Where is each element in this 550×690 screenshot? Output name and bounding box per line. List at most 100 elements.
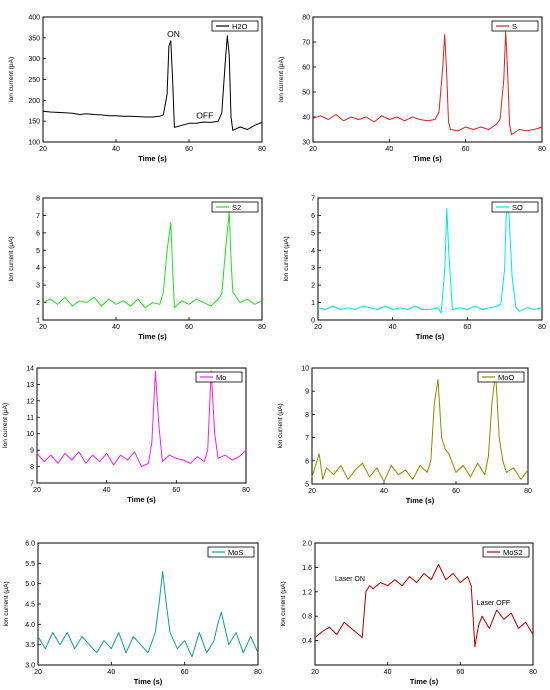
legend-label: H2O	[232, 22, 248, 31]
y-tick-label: 7	[36, 213, 40, 220]
y-tick-label: 3	[311, 265, 315, 272]
x-tick-label: 40	[112, 324, 120, 331]
y-axis-label: Ion current (μA)	[280, 581, 287, 626]
x-tick-label: 40	[389, 324, 397, 331]
annotation-label: OFF	[196, 110, 213, 120]
legend-label: S	[512, 22, 517, 31]
legend-box	[482, 546, 530, 558]
x-tick-label: 20	[39, 324, 47, 331]
legend-box	[477, 371, 525, 383]
y-tick-label: 7	[30, 481, 34, 488]
y-tick-label: 3.0	[25, 663, 35, 670]
x-tick-label: 40	[112, 146, 120, 153]
chart-panel-s: 30 40 50 60 70 80 20 40 60 80 Time (s) Ion current …	[278, 15, 546, 164]
y-tick-label: 350	[28, 35, 40, 42]
x-axis-label: Time (s)	[127, 495, 156, 504]
x-axis-label: Time (s)	[413, 154, 442, 163]
y-tick-label: 1	[36, 318, 40, 325]
legend-label: Mo	[216, 373, 226, 382]
y-tick-label: 4.5	[25, 602, 35, 609]
x-tick-label: 60	[462, 146, 470, 153]
y-tick-label: 3.5	[25, 642, 35, 649]
y-tick-label: 4	[36, 265, 40, 272]
x-tick-label: 20	[311, 669, 319, 676]
x-tick-label: 80	[529, 669, 537, 676]
y-tick-label: 5.5	[25, 561, 35, 568]
y-axis-label: Ion current (μA)	[283, 236, 290, 281]
y-tick-label: 400	[28, 15, 40, 22]
y-tick-label: 4	[311, 248, 315, 255]
plot-frame	[42, 197, 263, 321]
legend-box	[491, 20, 539, 32]
y-tick-label: 5	[305, 482, 309, 489]
plot-frame	[314, 542, 534, 666]
legend-label: MoO	[498, 373, 514, 382]
y-tick-label: 4.0	[25, 622, 35, 629]
y-tick-label: 8	[36, 196, 40, 203]
series-line-mo	[36, 370, 247, 468]
plot-frame	[37, 542, 259, 666]
chart-panel-mo: 7 8 9 10 11 12 13 14 20 40 60 80 Time (s) Ion current…	[2, 366, 250, 505]
x-axis-label: Time (s)	[416, 332, 445, 341]
y-tick-label: 1	[311, 300, 315, 307]
x-tick-label: 20	[308, 488, 316, 495]
x-tick-label: 80	[258, 324, 266, 331]
y-tick-label: 6	[305, 458, 309, 465]
y-tick-label: 0.4	[302, 638, 312, 645]
x-tick-label: 20	[34, 669, 42, 676]
x-tick-label: 20	[39, 146, 47, 153]
y-tick-label: 11	[27, 415, 34, 422]
x-tick-label: 60	[172, 487, 180, 494]
y-tick-label: 8	[30, 464, 34, 471]
x-tick-label: 60	[185, 324, 193, 331]
y-axis-label: Ion current (μA)	[278, 57, 285, 102]
chart-panel-so: 0 1 2 3 4 5 6 7 20 40 60 80 Time (s) Ion current (μA)…	[283, 196, 546, 342]
y-tick-label: 0.8	[302, 614, 312, 621]
x-tick-label: 80	[254, 669, 262, 676]
annotation-label: Laser OFF	[477, 600, 510, 607]
x-axis-label: Time (s)	[410, 677, 439, 686]
series-line-mos	[37, 571, 259, 658]
y-tick-label: 13	[26, 382, 34, 389]
annotation-label: Laser ON	[335, 576, 365, 583]
x-tick-label: 60	[181, 669, 189, 676]
y-tick-label: 9	[305, 389, 309, 396]
series-line-moo	[311, 372, 529, 483]
y-tick-label: 300	[28, 56, 40, 63]
series-line-h2o	[42, 35, 263, 131]
x-tick-label: 60	[452, 488, 460, 495]
y-axis-label: Ion current (μA)	[3, 581, 10, 626]
y-tick-label: 5.0	[25, 581, 35, 588]
x-tick-label: 80	[538, 146, 546, 153]
chart-panel-mos: 3.0 3.5 4.0 4.5 5.0 5.5 6.0 20 40 60 80 Time (s) Ion…	[3, 541, 262, 687]
x-tick-label: 60	[456, 669, 464, 676]
legend-label: MoS	[228, 548, 243, 557]
y-tick-label: 9	[30, 448, 34, 455]
legend-label: S2	[232, 203, 241, 212]
y-axis-label: Ion current (μA)	[277, 403, 284, 448]
legend-box	[491, 201, 539, 213]
series-line-mos2	[314, 563, 534, 648]
y-tick-label: 7	[305, 435, 309, 442]
legend-box	[211, 20, 259, 32]
x-tick-label: 20	[33, 487, 41, 494]
y-tick-label: 10	[301, 366, 309, 373]
y-tick-label: 100	[28, 140, 40, 147]
y-tick-label: 30	[302, 140, 310, 147]
legend-box	[195, 371, 243, 383]
y-tick-label: 0	[311, 318, 315, 325]
y-axis-label: Ion current (μA)	[2, 403, 9, 448]
series-line-s	[312, 31, 543, 135]
y-tick-label: 6	[311, 213, 315, 220]
y-tick-label: 2	[311, 283, 315, 290]
chart-panel-mos2: 0.4 0.8 1.2 1.6 2.0 20 40 60 80 Time (s) Ion curre…	[280, 541, 537, 687]
plot-frame	[36, 367, 247, 484]
y-tick-label: 6.0	[25, 541, 35, 548]
x-tick-label: 80	[538, 324, 546, 331]
y-tick-label: 3	[36, 283, 40, 290]
chart-panel-s2: 1 2 3 4 5 6 7 8 20 40 60 80 Time (s) Ion current (μA)…	[8, 196, 266, 342]
plot-frame	[311, 367, 529, 485]
chart-panel-moo: 5 6 7 8 9 10 20 40 60 80 Time (s) Ion current (μA) M…	[277, 366, 532, 506]
x-tick-label: 80	[242, 487, 250, 494]
